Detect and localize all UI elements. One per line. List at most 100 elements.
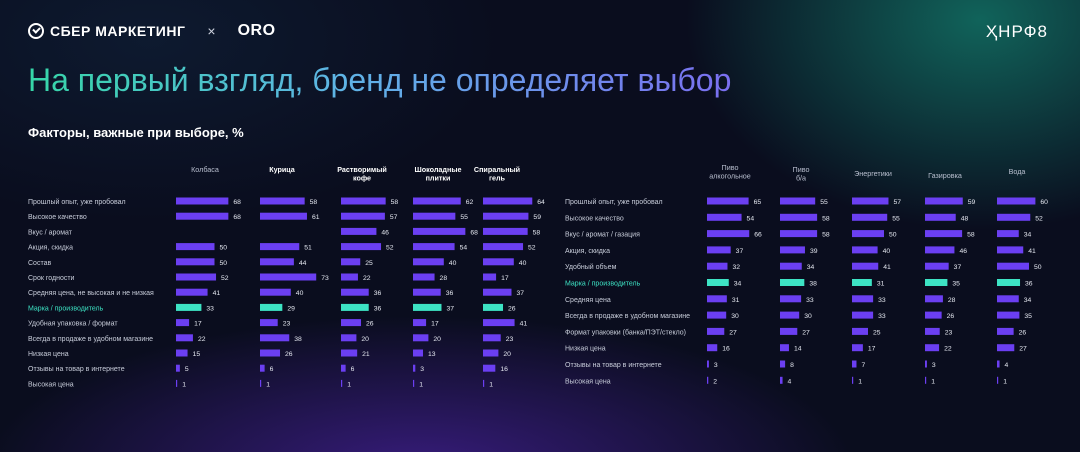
bar-0-4-0: [483, 197, 533, 205]
bar-value-1-0-2: 66: [754, 232, 762, 239]
row-label-0-12: Высокая цена: [28, 381, 74, 388]
bar-0-1-11: [260, 364, 265, 372]
bar-value-1-2-3: 40: [883, 248, 891, 255]
bar-value-0-1-7: 29: [287, 305, 295, 312]
bar-0-4-10: [483, 349, 499, 357]
bar-0-4-8: [483, 319, 515, 327]
bar-value-1-2-1: 55: [892, 215, 900, 222]
bar-0-0-3: [176, 243, 215, 251]
bar-0-2-1: [341, 212, 385, 220]
bar-1-0-6: [707, 295, 727, 303]
bar-value-1-0-10: 3: [714, 362, 718, 369]
bar-value-0-3-7: 37: [446, 305, 454, 312]
bar-value-0-2-8: 26: [366, 321, 374, 328]
bar-value-0-2-9: 20: [361, 336, 369, 343]
bar-0-3-9: [413, 334, 429, 342]
bar-value-0-3-10: 13: [428, 351, 436, 358]
bar-value-0-3-3: 54: [460, 245, 468, 252]
bar-0-2-12: [341, 379, 343, 387]
bar-0-3-3: [413, 243, 455, 251]
bar-0-3-8: [413, 319, 427, 327]
bar-value-1-2-4: 41: [883, 264, 891, 271]
bar-value-1-3-4: 37: [954, 264, 962, 271]
bar-value-1-4-9: 27: [1019, 346, 1027, 353]
bar-1-3-10: [925, 360, 927, 368]
bar-0-2-9: [341, 334, 357, 342]
row-label-1-6: Средняя цена: [565, 297, 611, 304]
bar-0-0-1: [176, 212, 229, 220]
bar-value-0-1-5: 73: [321, 275, 329, 282]
bar-0-4-9: [483, 334, 501, 342]
bar-1-4-10: [997, 360, 1000, 368]
bar-value-0-3-6: 36: [446, 290, 454, 297]
bar-value-0-0-4: 50: [220, 260, 228, 267]
bar-value-0-2-1: 57: [390, 214, 398, 221]
bar-0-1-3: [260, 243, 300, 251]
bar-value-0-1-12: 1: [266, 381, 270, 388]
bar-0-2-3: [341, 243, 382, 251]
bar-1-4-11: [997, 376, 999, 384]
bar-1-1-10: [780, 360, 786, 368]
bar-value-1-2-11: 1: [858, 378, 862, 385]
bar-value-1-3-11: 1: [931, 378, 935, 385]
bar-1-1-0: [780, 197, 816, 205]
bar-value-0-2-0: 58: [391, 199, 399, 206]
bar-1-0-3: [707, 246, 731, 254]
bar-1-2-5: [852, 279, 872, 286]
bar-1-3-11: [925, 376, 927, 384]
bar-0-3-1: [413, 212, 456, 220]
row-label-1-1: Высокое качество: [565, 215, 624, 222]
bar-0-2-6: [341, 288, 369, 296]
bar-1-3-4: [925, 262, 949, 270]
bar-0-3-5: [413, 273, 435, 281]
bar-value-0-1-6: 40: [296, 290, 304, 297]
bar-value-1-0-5: 34: [734, 281, 742, 288]
bar-1-0-11: [707, 376, 709, 384]
bar-1-2-2: [852, 230, 884, 238]
bar-1-1-9: [780, 344, 789, 352]
bar-value-0-2-7: 36: [374, 305, 382, 312]
bar-0-3-0: [413, 197, 461, 205]
row-label-0-3: Акция, скидка: [28, 245, 73, 252]
bar-value-0-2-3: 52: [386, 245, 394, 252]
bar-0-0-8: [176, 319, 190, 327]
bar-1-0-7: [707, 311, 727, 319]
bar-1-0-0: [707, 197, 749, 205]
bar-0-0-0: [176, 197, 229, 205]
bar-value-1-1-0: 55: [820, 199, 828, 206]
bar-1-3-2: [925, 230, 963, 238]
bar-value-0-3-9: 20: [433, 336, 441, 343]
bar-value-1-2-5: 31: [877, 281, 885, 288]
bar-1-2-1: [852, 213, 888, 221]
bar-value-0-2-12: 1: [347, 381, 351, 388]
bar-value-0-3-11: 3: [420, 366, 424, 373]
chart-subtitle: Факторы, важные при выборе, %: [28, 125, 244, 140]
bar-1-2-11: [852, 376, 854, 384]
bar-1-3-5: [925, 279, 948, 286]
bar-1-2-7: [852, 311, 874, 319]
bar-value-0-0-1: 68: [233, 214, 241, 221]
bar-value-0-3-8: 17: [431, 321, 439, 328]
bar-value-0-4-8: 41: [520, 321, 528, 328]
bar-1-0-9: [707, 344, 718, 352]
bar-0-0-7: [176, 303, 202, 311]
bar-value-0-2-2: 46: [381, 229, 389, 236]
bar-value-1-4-6: 34: [1024, 297, 1032, 304]
bar-0-2-11: [341, 364, 346, 372]
bar-value-1-3-5: 35: [952, 281, 960, 288]
bar-value-0-0-6: 41: [213, 290, 221, 297]
bar-value-1-3-0: 59: [968, 199, 976, 206]
bar-1-4-0: [997, 197, 1036, 205]
column-header-1-2: Энергетики: [854, 169, 892, 178]
bar-value-1-4-11: 1: [1003, 378, 1007, 385]
bar-value-0-4-6: 37: [516, 290, 524, 297]
bar-value-1-0-8: 27: [729, 329, 737, 336]
bar-1-0-4: [707, 262, 728, 270]
column-header-1-3: Газировка: [928, 171, 962, 180]
bar-1-1-5: [780, 279, 805, 286]
bar-value-0-3-5: 28: [440, 275, 448, 282]
row-label-1-8: Формат упаковки (банка/ПЭТ/стекло): [565, 328, 686, 336]
bar-0-0-4: [176, 258, 215, 266]
column-header-0-3: Шоколадные плитки: [415, 165, 462, 183]
bar-0-3-10: [413, 349, 424, 357]
